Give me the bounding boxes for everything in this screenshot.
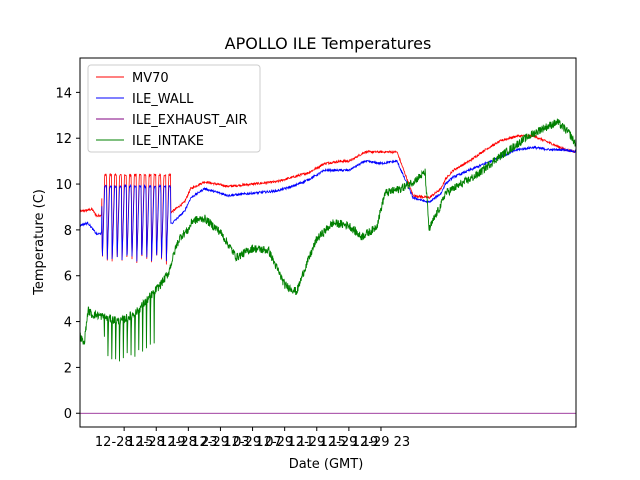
y-tick-label: 6	[64, 270, 72, 285]
x-tick-label: 12-29 23	[352, 435, 410, 450]
plot-area	[80, 118, 576, 414]
x-axis-label: Date (GMT)	[289, 457, 364, 472]
y-tick-label: 0	[64, 407, 72, 422]
x-tick-label: 12-29 19	[320, 435, 378, 450]
y-tick-label: 14	[55, 86, 72, 101]
plot-frame	[79, 57, 577, 428]
legend-box	[87, 64, 261, 153]
y-tick-label: 4	[64, 316, 72, 331]
legend: MV70 ILE_WALL ILE_EXHAUST_AIR ILE_INTAKE	[87, 64, 261, 153]
x-tick-label: 12-29 07	[223, 435, 281, 450]
y-tick-label: 10	[55, 178, 72, 193]
x-tick-label: 12-28 15	[95, 435, 153, 450]
x-tick-label: 12-28 23	[159, 435, 217, 450]
x-tick-label: 12-29 03	[191, 435, 249, 450]
legend-label: ILE_EXHAUST_AIR	[132, 113, 248, 128]
y-tick-label: 12	[55, 132, 72, 147]
chart-title: APOLLO ILE Temperatures	[225, 34, 432, 53]
legend-label: ILE_WALL	[132, 92, 194, 107]
y-tick-label: 8	[64, 224, 72, 239]
y-axis-label: Temperature (C)	[32, 189, 47, 296]
y-tick-label: 2	[64, 361, 72, 376]
legend-label: ILE_INTAKE	[132, 134, 204, 149]
legend-label: MV70	[132, 71, 169, 86]
series-group	[80, 118, 576, 414]
x-tick-label: 12-29 11	[255, 435, 313, 450]
x-tick-label: 12-28 19	[127, 435, 185, 450]
series-line-ile-intake	[80, 118, 576, 362]
x-tick-label: 12-29 15	[288, 435, 346, 450]
